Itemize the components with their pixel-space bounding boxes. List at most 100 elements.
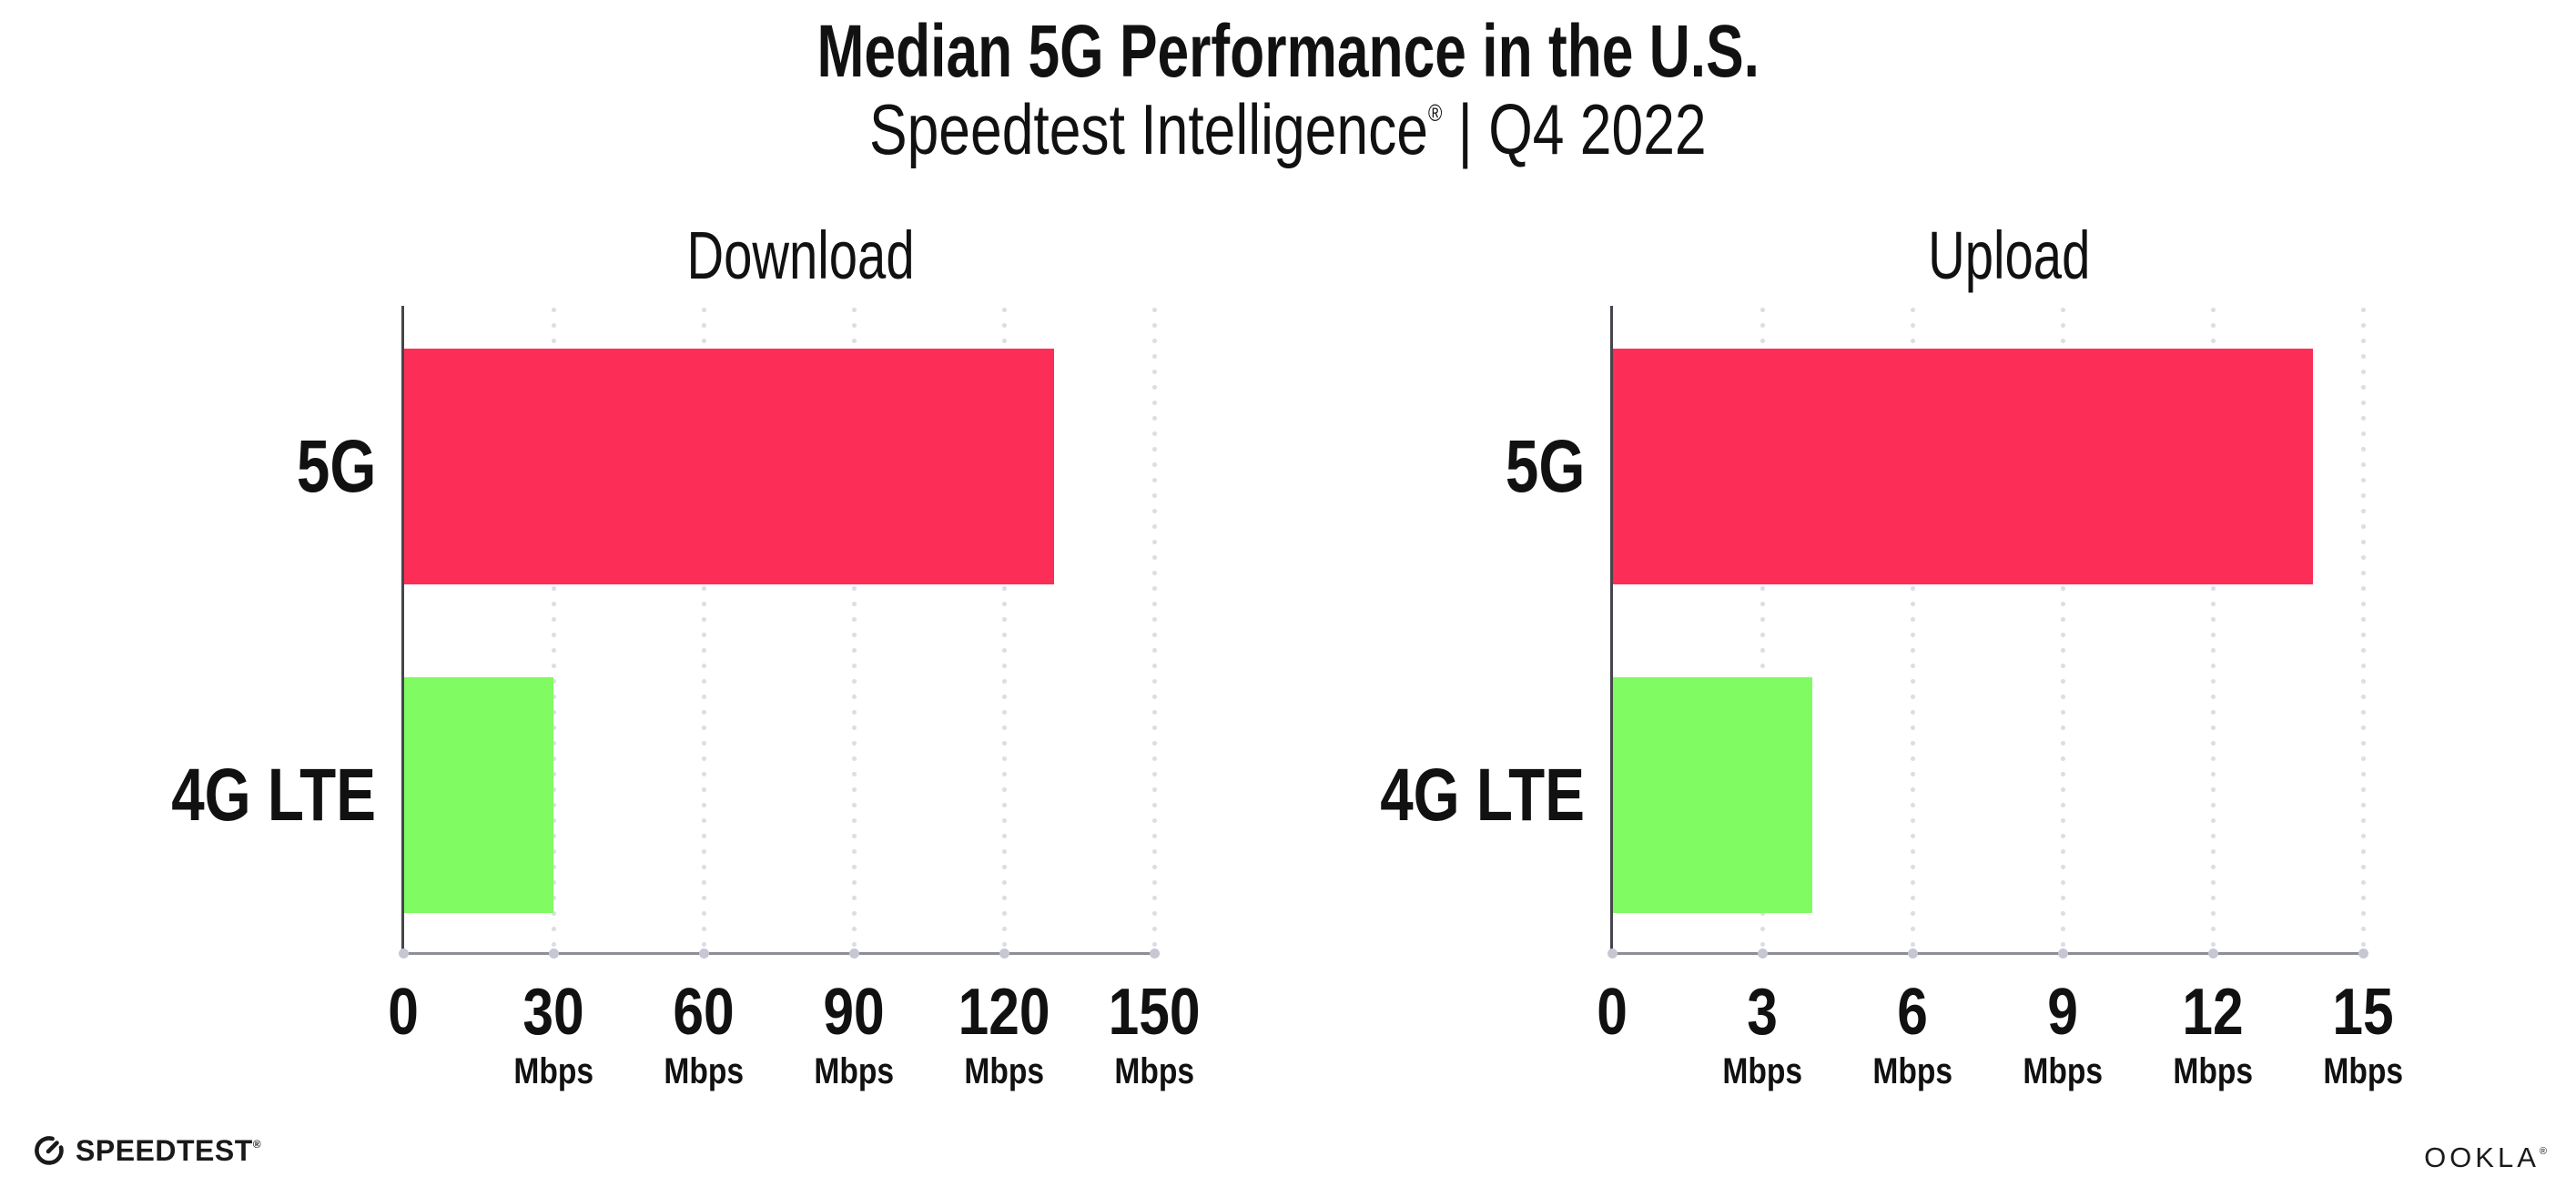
download-chart-title-text: Download [686,218,915,293]
tick-number-text: 12 [2182,976,2244,1049]
x-tick-9: 9 Mbps [1926,979,2199,1090]
category-label-4g-lte: 4G LTE [120,753,376,837]
tick-number-text: 30 [522,976,584,1049]
subtitle-brand: Speedtest Intelligence [869,89,1429,169]
download-chart: Download 0 30 Mbps 60 Mbps 90 Mbps 120 Mbps 150 Mb… [171,218,1200,1138]
tick-unit: Mbps [2226,1053,2500,1090]
axis-tick-dot [2207,948,2218,959]
ookla-wordmark-text: OOKLA [2424,1141,2540,1173]
tick-unit-text: Mbps [513,1051,593,1091]
gridline-30 [551,308,556,952]
x-tick-60: 60 Mbps [567,979,840,1090]
tick-number-text: 6 [1897,976,1928,1049]
page-title: Median 5G Performance in the U.S. [0,9,2576,95]
axis-tick-dot [2057,948,2068,959]
tick-unit: Mbps [2076,1053,2349,1090]
x-tick-15: 15 Mbps [2226,979,2500,1090]
category-label-4g-lte: 4G LTE [1329,753,1585,837]
axis-tick-dot [398,948,409,959]
download-chart-title: Download [425,218,1176,293]
category-label-text: 5G [1505,424,1585,508]
gridline-6 [1910,308,1915,952]
axis-tick-dot [1907,948,1918,959]
axis-tick-dot [1607,948,1618,959]
category-label-text: 4G LTE [171,753,376,837]
tick-number: 150 [1018,979,1291,1045]
axis-tick-dot [2358,948,2368,959]
y-axis-line [401,306,404,955]
tick-number: 120 [867,979,1141,1045]
speedtest-gauge-icon [35,1136,64,1165]
plot-area: 0 30 Mbps 60 Mbps 90 Mbps 120 Mbps 150 Mbps 5G 4G LT… [171,306,1200,1090]
tick-unit-text: Mbps [2173,1051,2253,1091]
tick-unit: Mbps [567,1053,840,1090]
tick-unit: Mbps [1926,1053,2199,1090]
gridline-9 [2060,308,2065,952]
ookla-logo: OOKLA® [2424,1143,2547,1172]
gridline-12 [2210,308,2216,952]
tick-number-text: 0 [1597,976,1628,1049]
category-label-5g: 5G [277,429,376,504]
x-tick-0: 0 [1476,979,1749,1090]
tick-unit-text: Mbps [1722,1051,1802,1091]
page-title-text: Median 5G Performance in the U.S. [816,10,1760,93]
tick-number: 0 [267,979,540,1045]
x-tick-6: 6 Mbps [1776,979,2049,1090]
axis-tick-dot [1149,948,1160,959]
tick-number: 60 [567,979,840,1045]
upload-chart: Upload 0 3 Mbps 6 Mbps 9 Mbps 12 Mbps 15 Mbps 5G 4G … [1380,218,2403,1138]
tick-unit-text: Mbps [1114,1051,1194,1091]
tick-number: 15 [2226,979,2500,1045]
gridline-120 [1001,308,1007,952]
upload-chart-title-text: Upload [1928,218,2091,293]
tick-number: 9 [1926,979,2199,1045]
tick-number-text: 60 [673,976,735,1049]
page-subtitle: Speedtest Intelligence® | Q4 2022 [0,89,2576,169]
x-tick-3: 3 Mbps [1626,979,1899,1090]
axis-tick-dot [848,948,859,959]
tick-number-text: 150 [1108,976,1201,1049]
upload-chart-title: Upload [1634,218,2385,293]
category-label-text: 4G LTE [1380,753,1585,837]
axis-tick-dot [698,948,709,959]
x-tick-150: 150 Mbps [1018,979,1291,1090]
gridline-90 [851,308,857,952]
tick-number: 0 [1476,979,1749,1045]
gridline-15 [2360,308,2366,952]
x-axis-line [1609,952,2366,955]
x-tick-90: 90 Mbps [717,979,990,1090]
speedtest-registered-mark: ® [252,1138,261,1151]
tick-unit-text: Mbps [2023,1051,2103,1091]
tick-number-text: 120 [958,976,1050,1049]
y-axis-line [1610,306,1613,955]
tick-number: 3 [1626,979,1899,1045]
tick-unit: Mbps [717,1053,990,1090]
tick-number: 30 [417,979,690,1045]
plot-area: 0 3 Mbps 6 Mbps 9 Mbps 12 Mbps 15 Mbps 5G 4G LTE [1380,306,2403,1090]
page-subtitle-text: Speedtest Intelligence® | Q4 2022 [869,89,1707,169]
tick-number-text: 0 [388,976,419,1049]
bar-4g-lte [1612,677,1812,913]
x-tick-120: 120 Mbps [867,979,1141,1090]
tick-number-text: 3 [1747,976,1778,1049]
tick-unit: Mbps [417,1053,690,1090]
tick-unit: Mbps [1626,1053,1899,1090]
gridline-150 [1151,308,1157,952]
tick-unit-text: Mbps [664,1051,744,1091]
ookla-registered-mark: ® [2539,1146,2547,1157]
bar-5g [1612,349,2313,584]
axis-tick-dot [548,948,559,959]
tick-unit-text: Mbps [1872,1051,1952,1091]
x-axis-line [401,952,1157,955]
axis-tick-dot [1757,948,1768,959]
speedtest-wordmark-text: SPEEDTEST [76,1134,253,1167]
subtitle-period: | Q4 2022 [1442,89,1707,169]
tick-unit: Mbps [867,1053,1141,1090]
tick-unit-text: Mbps [964,1051,1044,1091]
tick-number: 12 [2076,979,2349,1045]
tick-number-text: 15 [2332,976,2394,1049]
x-tick-30: 30 Mbps [417,979,690,1090]
x-tick-12: 12 Mbps [2076,979,2349,1090]
tick-number: 6 [1776,979,2049,1045]
